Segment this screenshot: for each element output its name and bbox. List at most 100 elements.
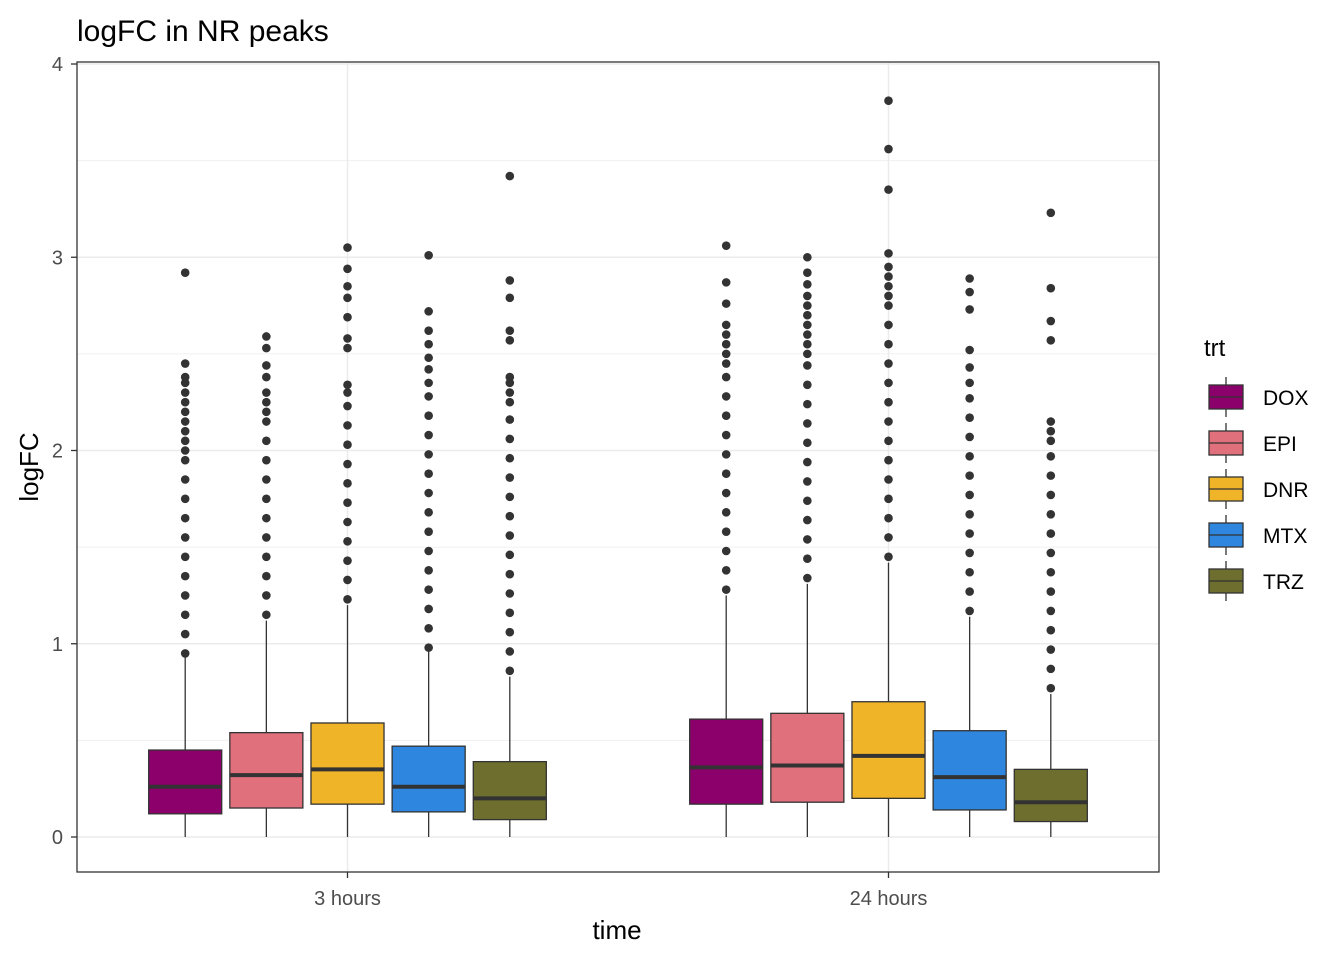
outlier-point [180, 407, 190, 417]
outlier-point [343, 343, 352, 353]
outlier-point [424, 378, 433, 388]
outlier-point [803, 268, 812, 278]
outlier-point [965, 490, 974, 500]
outlier-point [343, 556, 352, 565]
outlier-point [424, 251, 433, 260]
outlier-point [1046, 548, 1056, 558]
outlier-point [343, 243, 352, 252]
outlier-point [1046, 606, 1056, 616]
outlier-point [505, 388, 515, 397]
outlier-point [1046, 417, 1056, 426]
outlier-point [180, 372, 190, 382]
outlier-point [1046, 316, 1056, 326]
box-body [391, 745, 466, 813]
outlier-point [1046, 587, 1056, 596]
outlier-point [965, 345, 974, 355]
outlier-point [262, 361, 271, 370]
outlier-point [180, 359, 190, 368]
outlier-point [180, 571, 190, 581]
legend-item-epi: EPI [1208, 423, 1297, 463]
legend-label: EPI [1263, 433, 1297, 456]
outlier-point [424, 392, 433, 401]
outlier-point [262, 552, 271, 562]
outlier-point [505, 326, 515, 335]
legend-label: MTX [1263, 525, 1307, 548]
outlier-point [803, 419, 812, 428]
outlier-point [343, 440, 352, 450]
box-trz [1013, 208, 1088, 837]
outlier-point [262, 407, 271, 417]
box-body [310, 722, 385, 805]
outlier-point [424, 307, 433, 316]
outlier-point [803, 310, 812, 320]
outlier-point [505, 666, 515, 676]
outlier-point [424, 643, 433, 652]
outlier-point [884, 552, 893, 562]
outlier-point [505, 293, 515, 303]
outlier-point [262, 388, 271, 397]
legend-item-trz: TRZ [1208, 561, 1304, 601]
outlier-point [721, 488, 731, 498]
outlier-point [505, 608, 515, 618]
outlier-point [803, 349, 812, 359]
outlier-point [1046, 490, 1056, 500]
box-epi [229, 332, 304, 837]
outlier-point [803, 438, 812, 448]
outlier-point [721, 372, 731, 382]
outlier-point [884, 281, 893, 291]
outlier-point [965, 529, 974, 538]
outlier-point [721, 508, 731, 517]
outlier-point [884, 185, 893, 194]
box-body [770, 712, 845, 803]
outlier-point [262, 436, 271, 446]
outlier-point [803, 399, 812, 409]
box-mtx [932, 274, 1007, 837]
legend-item-dox: DOX [1208, 377, 1309, 417]
legend-item-dnr: DNR [1208, 469, 1309, 509]
outlier-point [884, 359, 893, 368]
outlier-point [262, 571, 271, 581]
axis-layer: 0 1 2 3 4 3 hours 24 hours [52, 54, 928, 910]
outlier-point [505, 415, 515, 424]
outlier-point [343, 479, 352, 488]
outlier-point [803, 496, 812, 506]
box-dnr [310, 243, 385, 837]
outlier-point [343, 459, 352, 469]
box-body [851, 701, 926, 799]
outlier-point [505, 372, 515, 382]
box-epi [770, 252, 845, 837]
outlier-point [1046, 664, 1056, 674]
legend-label: TRZ [1263, 571, 1304, 594]
outlier-point [884, 96, 893, 106]
x-axis-title: time [592, 915, 641, 945]
outlier-point [965, 606, 974, 616]
outlier-point [803, 320, 812, 330]
outlier-point [1046, 509, 1056, 519]
outlier-point [965, 509, 974, 519]
outlier-point [180, 397, 190, 407]
outlier-point [721, 330, 731, 339]
outlier-point [803, 554, 812, 564]
outlier-point [505, 171, 515, 181]
outlier-point [343, 334, 352, 343]
outlier-point [884, 249, 893, 258]
outlier-point [803, 252, 812, 262]
outlier-point [965, 363, 974, 372]
box-body [148, 749, 223, 815]
outlier-point [262, 533, 271, 542]
outlier-point [803, 457, 812, 467]
outlier-point [803, 291, 812, 301]
outlier-point [965, 413, 974, 422]
box-mtx [391, 251, 466, 837]
outlier-point [1046, 451, 1056, 461]
legend: trt DOX EPI DNR MTX TRZ [1204, 335, 1309, 601]
outlier-point [262, 513, 271, 523]
outlier-point [1046, 645, 1056, 654]
outlier-point [262, 372, 271, 382]
outlier-point [262, 494, 271, 504]
outlier-point [262, 397, 271, 407]
outlier-point [884, 436, 893, 446]
outlier-point [1046, 283, 1056, 293]
outlier-point [180, 552, 190, 562]
